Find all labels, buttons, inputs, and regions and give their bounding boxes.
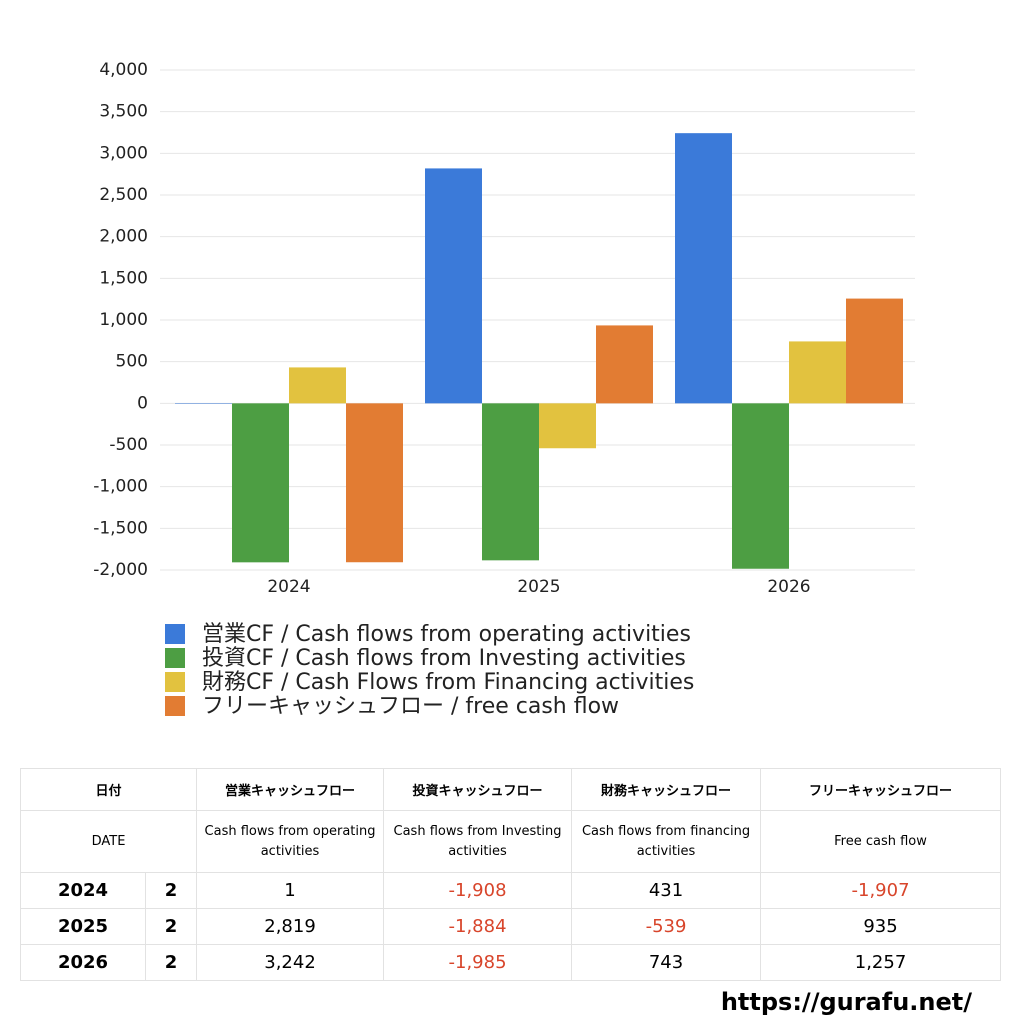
y-tick-label: 500 [116, 352, 148, 372]
footer-url: https://gurafu.net/ [720, 988, 972, 1016]
y-tick-label: 3,500 [99, 102, 148, 122]
bar [539, 403, 596, 449]
header-cell: フリーキャッシュフロー [760, 768, 1002, 811]
legend-swatch [165, 696, 185, 716]
legend-label: 営業CF / Cash flows from operating activit… [202, 622, 691, 647]
table-cell: -1,985 [383, 944, 573, 981]
bar [596, 325, 653, 404]
header-cell: 投資キャッシュフロー [383, 768, 573, 811]
y-tick-label: 2,500 [99, 185, 148, 205]
header-cell: 日付 [19, 768, 198, 811]
table-row: 2026 2 3,242 -1,985 743 1,257 [20, 944, 1002, 981]
bar [732, 403, 789, 569]
table-cell: 2,819 [196, 908, 385, 945]
table-cell: 3,242 [196, 944, 385, 981]
legend-swatch [165, 624, 185, 644]
bar [289, 367, 346, 404]
y-tick-label: -1,500 [93, 518, 148, 538]
y-tick-label: 1,500 [99, 268, 148, 288]
table-cell: 2 [144, 944, 198, 981]
table-cell: 935 [760, 908, 1002, 945]
table-cell: 1,257 [760, 944, 1002, 981]
bar [232, 403, 289, 563]
table-cell: -1,907 [760, 872, 1002, 909]
table-cell: -1,884 [383, 908, 573, 945]
table-cell: 2 [144, 908, 198, 945]
bar [346, 403, 403, 563]
legend-label: 財務CF / Cash Flows from Financing activit… [202, 670, 694, 695]
header-cell: Cash flows from Investing activities [383, 810, 573, 873]
header-cell: 財務キャッシュフロー [571, 768, 762, 811]
bar [846, 298, 903, 404]
y-tick-label: 2,000 [99, 227, 148, 247]
table-cell: 2025 [20, 908, 146, 945]
legend-swatch [165, 672, 185, 692]
y-tick-label: 1,000 [99, 310, 148, 330]
table-cell: 1 [196, 872, 385, 909]
header-cell: Cash flows from financing activities [571, 810, 762, 873]
header-cell: 営業キャッシュフロー [196, 768, 385, 811]
table-cell: 2024 [20, 872, 146, 909]
table-cell: 431 [571, 872, 762, 909]
table-cell: 743 [571, 944, 762, 981]
y-tick-label: -2,000 [93, 560, 148, 580]
chart: -2,000 -1,500 -1,000 -500 0 500 1,000 1,500 2,00… [93, 60, 915, 719]
header-cell: DATE [19, 810, 198, 873]
header-cell: Cash flows from operating activities [196, 810, 385, 873]
y-tick-label: 0 [137, 393, 148, 413]
table-cell: -1,908 [383, 872, 573, 909]
table-cell: 2 [144, 872, 198, 909]
y-tick-label: 4,000 [99, 60, 148, 80]
bar [425, 168, 482, 404]
table-row: 日付 営業キャッシュフロー 投資キャッシュフロー 財務キャッシュフロー フリーキャッシュ… [19, 768, 1002, 811]
legend-label: 投資CF / Cash flows from Investing activit… [202, 646, 686, 671]
bar [175, 403, 232, 404]
x-tick-label: 2026 [767, 577, 810, 597]
table-row: 2024 2 1 -1,908 431 -1,907 [20, 872, 1002, 909]
table-row: 2025 2 2,819 -1,884 -539 935 [20, 908, 1002, 945]
legend-swatch [165, 648, 185, 668]
x-tick-label: 2025 [517, 577, 560, 597]
y-tick-label: -1,000 [93, 477, 148, 497]
table-row: DATE Cash flows from operating activities… [19, 810, 1002, 873]
x-tick-label: 2024 [267, 577, 310, 597]
y-tick-label: -500 [109, 435, 148, 455]
table-cell: -539 [571, 908, 762, 945]
legend-label: フリーキャッシュフロー / free cash flow [202, 694, 619, 719]
data-table: 日付 営業キャッシュフロー 投資キャッシュフロー 財務キャッシュフロー フリーキャッシュ… [19, 768, 1002, 981]
header-cell: Free cash flow [760, 810, 1002, 873]
bar [789, 341, 846, 404]
y-tick-label: 3,000 [99, 143, 148, 163]
bar [675, 133, 732, 404]
table-cell: 2026 [20, 944, 146, 981]
bar [482, 403, 539, 561]
